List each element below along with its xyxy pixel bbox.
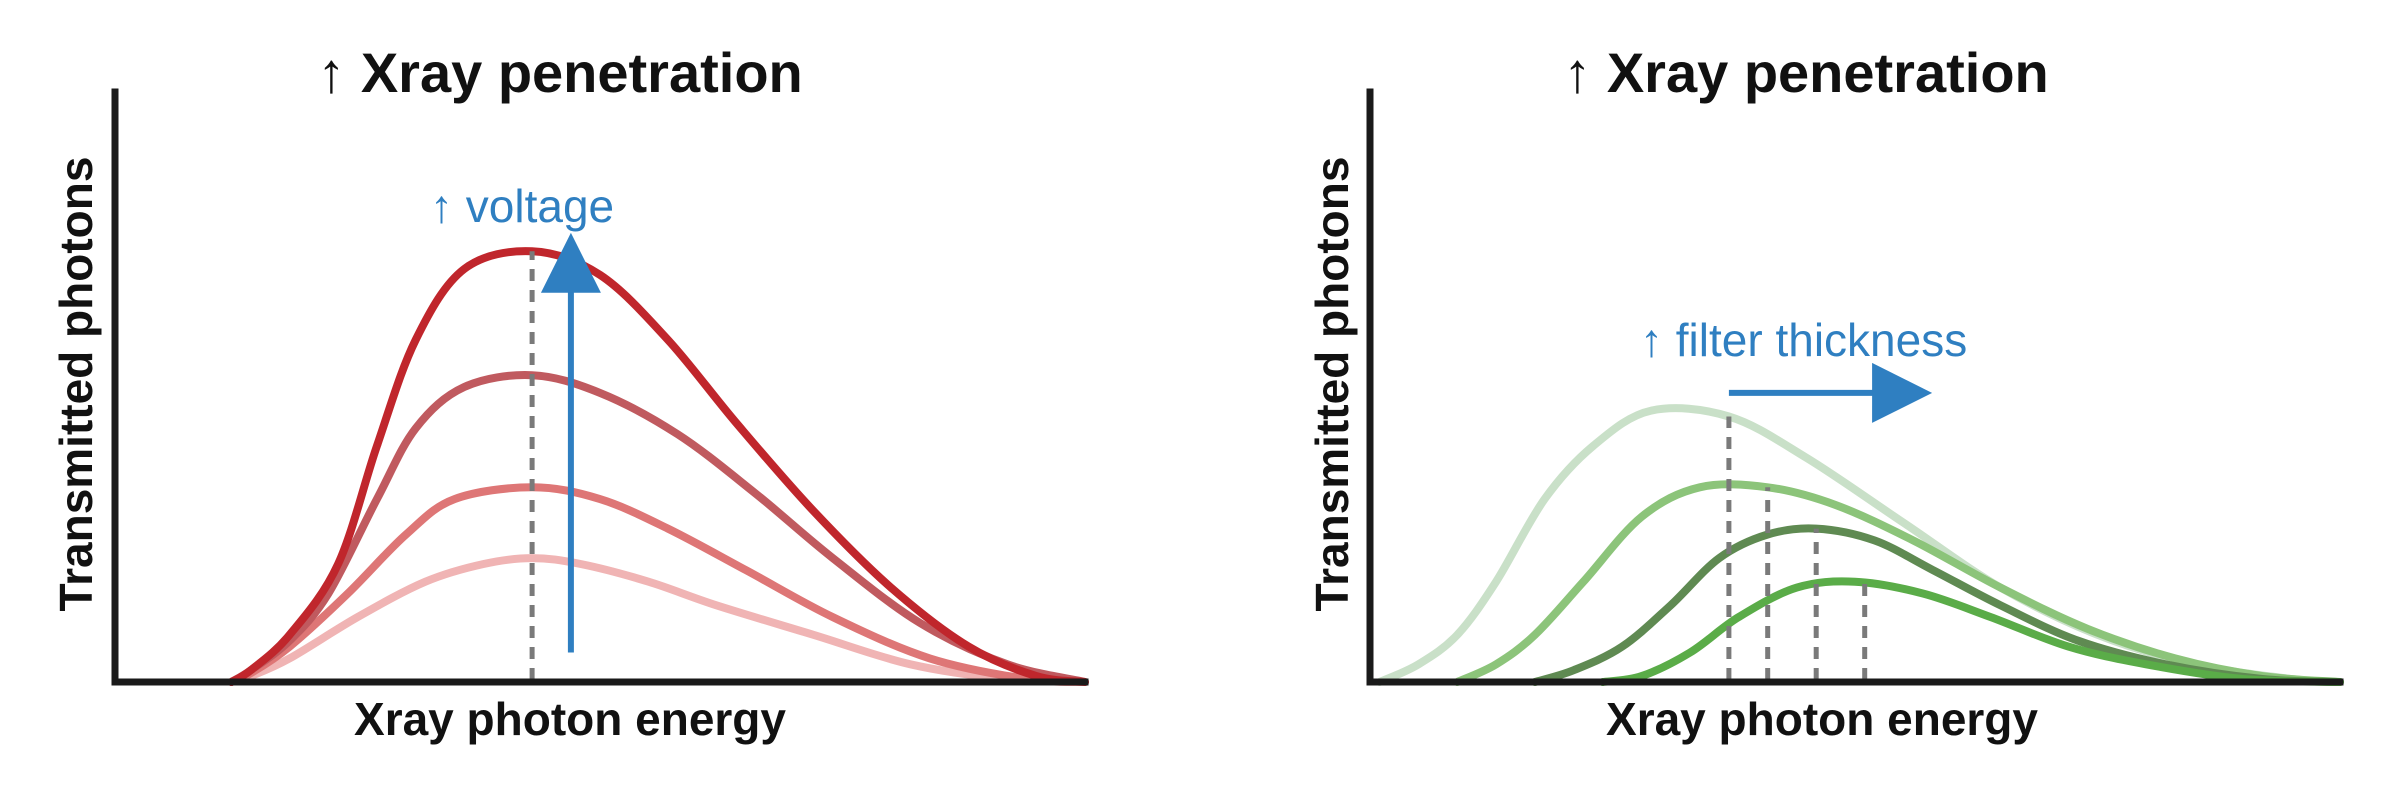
chart-panel-right: ↑ Xray penetration Transmitted photons X… [1306,41,2344,745]
series-line-4 [1598,577,2344,686]
x-axis-label: Xray photon energy [1606,693,2038,745]
series-line-3 [227,371,1089,686]
annotation-label: ↑ filter thickness [1640,314,1967,366]
annotation-label: ↑ voltage [430,180,614,232]
series-line-2 [1453,480,2344,686]
chart-panel-left: ↑ Xray penetration Transmitted photons X… [50,41,1089,745]
plot-area [111,88,1089,686]
chart-title: ↑ Xray penetration [1563,41,2048,104]
series-line-2 [227,483,1089,686]
y-axis-label: Transmitted photons [1306,157,1358,612]
series-line-1 [227,554,1089,686]
plot-area [1366,88,2344,686]
y-axis-label: Transmitted photons [50,157,102,612]
x-axis-label: Xray photon energy [354,693,786,745]
chart-title: ↑ Xray penetration [317,41,802,104]
